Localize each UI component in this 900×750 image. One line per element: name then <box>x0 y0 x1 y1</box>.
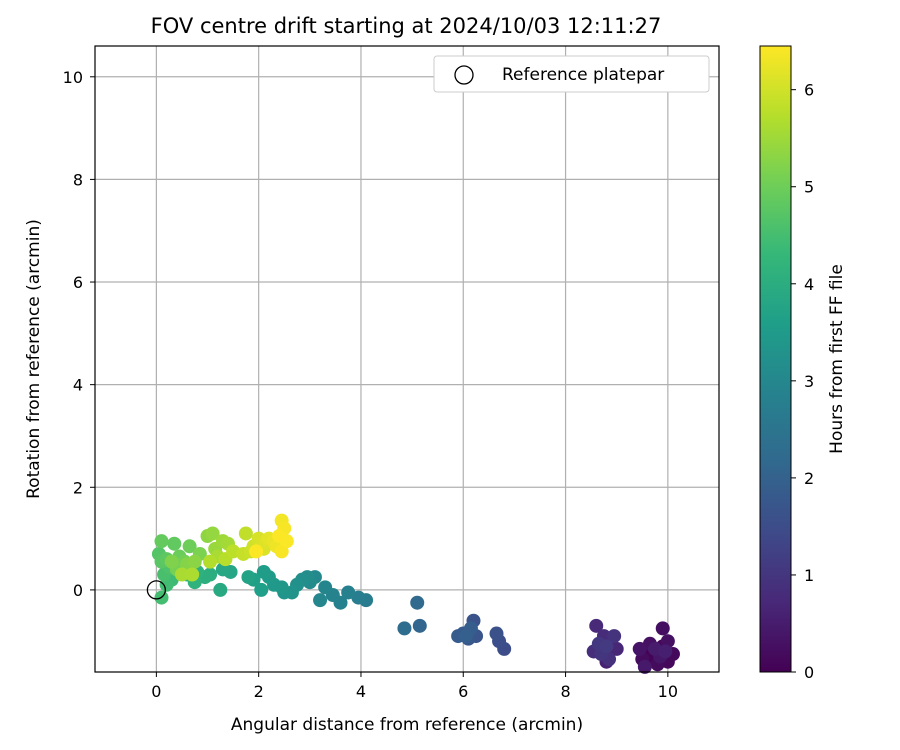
data-point <box>241 570 256 585</box>
grid-lines <box>95 46 719 672</box>
x-tick-label: 10 <box>658 682 678 701</box>
data-point <box>164 554 179 569</box>
x-tick-label: 4 <box>356 682 366 701</box>
data-point <box>213 582 228 597</box>
plot-area: 0 2 4 6 8 10 0 2 4 6 8 10 <box>63 45 720 701</box>
data-point <box>254 582 269 597</box>
colorbar-ticks: 0 1 2 3 4 5 6 <box>791 81 814 682</box>
y-tick-label: 10 <box>63 68 83 87</box>
colorbar-tick-label: 6 <box>804 81 814 100</box>
data-point <box>607 629 622 644</box>
data-point <box>658 644 673 659</box>
colorbar: 0 1 2 3 4 5 6 Hours from first FF file <box>759 45 847 682</box>
reference-platepar-marker <box>146 580 167 600</box>
x-tick-label: 6 <box>458 682 468 701</box>
data-point <box>637 659 652 674</box>
colorbar-tick-label: 5 <box>804 178 814 197</box>
colorbar-tick-label: 4 <box>804 275 814 294</box>
legend-reference-marker <box>454 65 474 85</box>
data-point <box>203 554 218 569</box>
y-axis-label: Rotation from reference (arcmin) <box>24 219 44 499</box>
data-point <box>167 536 182 551</box>
data-point <box>632 641 647 656</box>
data-point <box>272 529 287 544</box>
colorbar-tick-label: 0 <box>804 663 814 682</box>
y-tick-label: 8 <box>73 170 83 189</box>
y-tick-label: 4 <box>73 376 83 395</box>
data-point <box>410 595 425 610</box>
x-axis-ticks: 0 2 4 6 8 10 <box>151 672 678 701</box>
data-point <box>174 567 189 582</box>
data-point <box>397 621 412 636</box>
x-tick-label: 0 <box>151 682 161 701</box>
data-point <box>185 567 200 582</box>
legend-entry-label: Reference platepar <box>502 65 664 85</box>
y-axis-ticks: 0 2 4 6 8 10 <box>63 68 95 600</box>
data-point <box>238 526 253 541</box>
x-axis-label: Angular distance from reference (arcmin) <box>231 715 583 735</box>
reference-marker-layer <box>146 580 167 600</box>
legend-box <box>433 55 710 93</box>
data-point <box>313 593 328 608</box>
plot-frame <box>94 45 720 673</box>
legend: Reference platepar <box>433 55 710 93</box>
y-tick-label: 6 <box>73 273 83 292</box>
y-tick-label: 0 <box>73 581 83 600</box>
data-point <box>154 534 169 549</box>
data-point <box>187 554 202 569</box>
colorbar-tick-label: 1 <box>804 566 814 585</box>
colorbar-label: Hours from first FF file <box>827 264 847 454</box>
x-tick-label: 8 <box>560 682 570 701</box>
data-point <box>249 544 264 559</box>
data-point <box>318 580 333 595</box>
x-tick-label: 2 <box>254 682 264 701</box>
data-point <box>341 585 356 600</box>
colorbar-gradient <box>759 45 792 673</box>
data-point <box>412 618 427 633</box>
data-point <box>599 639 614 654</box>
data-point <box>458 629 473 644</box>
data-point <box>182 539 197 554</box>
data-point <box>256 564 271 579</box>
data-point <box>205 526 220 541</box>
data-point <box>489 626 504 641</box>
y-tick-label: 2 <box>73 478 83 497</box>
chart-title: FOV centre drift starting at 2024/10/03 … <box>151 14 662 38</box>
colorbar-tick-label: 3 <box>804 372 814 391</box>
data-points <box>151 513 680 674</box>
data-point <box>655 621 670 636</box>
data-point <box>589 618 604 633</box>
colorbar-tick-label: 2 <box>804 469 814 488</box>
